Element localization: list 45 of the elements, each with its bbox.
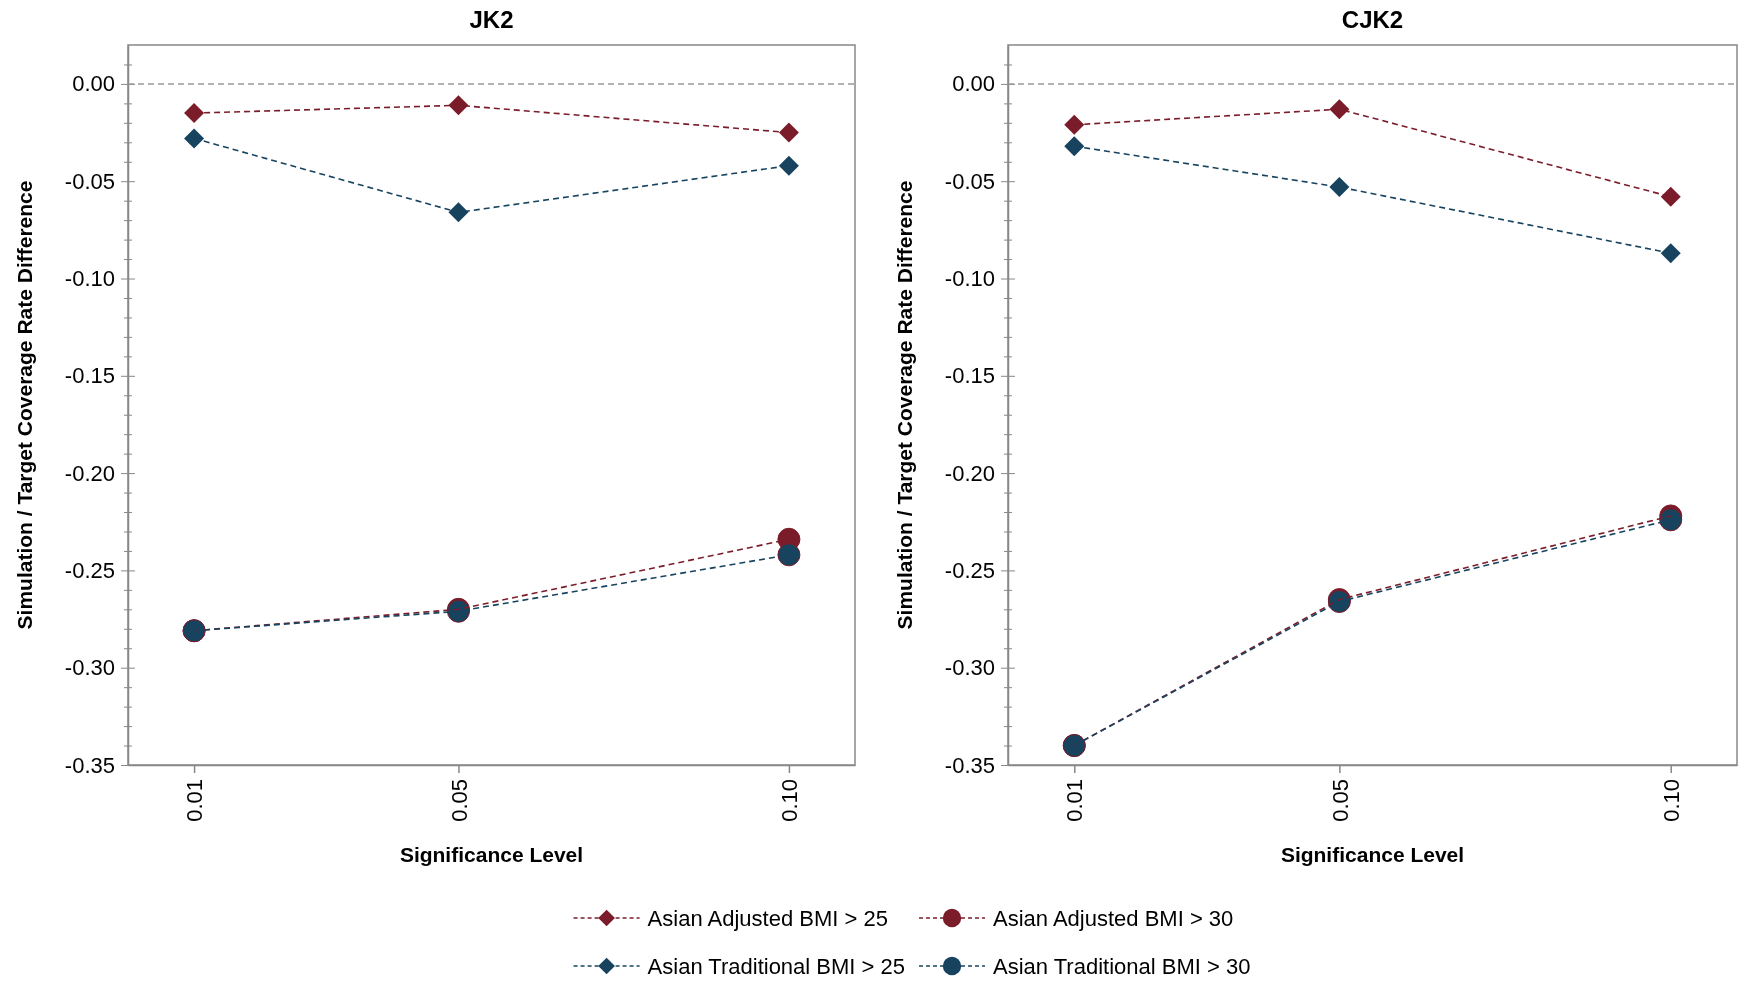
legend-label: Asian Traditional BMI > 30 — [993, 953, 1251, 979]
x-tick-label: 0.10 — [777, 779, 803, 822]
y-tick-label: -0.30 — [944, 655, 995, 681]
y-tick-label: -0.10 — [64, 266, 115, 292]
point — [1660, 243, 1681, 264]
point — [448, 95, 469, 116]
point — [1329, 177, 1350, 198]
y-tick-label: -0.35 — [64, 752, 115, 778]
y-tick-label: -0.10 — [944, 266, 995, 292]
y-axis-title: Simulation / Target Coverage Rate Difference — [893, 180, 916, 630]
y-tick-label: -0.25 — [64, 557, 115, 583]
chart-title: JK2 — [469, 6, 514, 33]
point — [1329, 99, 1350, 120]
point — [448, 202, 469, 223]
y-tick-label: 0.00 — [952, 71, 995, 97]
point — [1660, 186, 1681, 207]
y-tick-label: -0.05 — [944, 168, 995, 194]
y-tick-label: -0.20 — [64, 460, 115, 486]
point — [778, 122, 799, 143]
x-tick-label: 0.01 — [182, 779, 208, 822]
x-axis-title: Significance Level — [399, 843, 584, 866]
legend-label: Asian Adjusted BMI > 30 — [993, 905, 1234, 931]
point — [184, 128, 205, 149]
point — [778, 155, 799, 176]
y-tick-label: -0.15 — [944, 363, 995, 389]
x-tick-label: 0.10 — [1658, 779, 1684, 822]
y-tick-label: -0.35 — [944, 752, 995, 778]
y-tick-label: -0.30 — [64, 655, 115, 681]
y-axis-title: Simulation / Target Coverage Rate Difference — [13, 180, 36, 630]
x-tick-label: 0.05 — [446, 779, 472, 822]
y-tick-label: -0.05 — [64, 168, 115, 194]
x-tick-label: 0.01 — [1062, 779, 1088, 822]
x-axis-title: Significance Level — [1280, 843, 1465, 866]
y-tick-label: -0.25 — [944, 557, 995, 583]
x-tick-label: 0.05 — [1327, 779, 1353, 822]
point — [184, 103, 205, 124]
point — [1064, 136, 1085, 157]
point — [777, 543, 801, 567]
y-tick-label: 0.00 — [72, 71, 115, 97]
chart-title: CJK2 — [1341, 6, 1404, 33]
y-tick-label: -0.15 — [64, 363, 115, 389]
legend-label: Asian Traditional BMI > 25 — [647, 953, 905, 979]
point — [1064, 114, 1085, 135]
y-tick-label: -0.20 — [944, 460, 995, 486]
legend-label: Asian Adjusted BMI > 25 — [647, 905, 888, 931]
